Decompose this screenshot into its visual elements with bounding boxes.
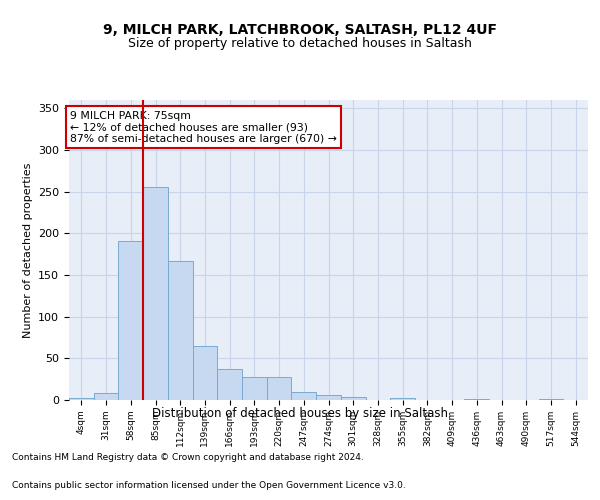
Bar — [316, 395, 341, 400]
Bar — [292, 392, 316, 400]
Bar — [539, 399, 563, 400]
Bar — [242, 376, 267, 400]
Bar — [464, 399, 489, 400]
Bar — [168, 261, 193, 400]
Bar — [267, 376, 292, 400]
Bar — [69, 398, 94, 400]
Text: Contains public sector information licensed under the Open Government Licence v3: Contains public sector information licen… — [12, 481, 406, 490]
Bar — [143, 186, 168, 400]
Bar — [118, 241, 143, 400]
Text: Size of property relative to detached houses in Saltash: Size of property relative to detached ho… — [128, 38, 472, 51]
Text: 9 MILCH PARK: 75sqm
← 12% of detached houses are smaller (93)
87% of semi-detach: 9 MILCH PARK: 75sqm ← 12% of detached ho… — [70, 111, 337, 144]
Text: Contains HM Land Registry data © Crown copyright and database right 2024.: Contains HM Land Registry data © Crown c… — [12, 454, 364, 462]
Bar — [94, 392, 118, 400]
Text: 9, MILCH PARK, LATCHBROOK, SALTASH, PL12 4UF: 9, MILCH PARK, LATCHBROOK, SALTASH, PL12… — [103, 22, 497, 36]
Bar — [217, 369, 242, 400]
Text: Distribution of detached houses by size in Saltash: Distribution of detached houses by size … — [152, 408, 448, 420]
Y-axis label: Number of detached properties: Number of detached properties — [23, 162, 32, 338]
Bar — [390, 398, 415, 400]
Bar — [341, 396, 365, 400]
Bar — [193, 346, 217, 400]
